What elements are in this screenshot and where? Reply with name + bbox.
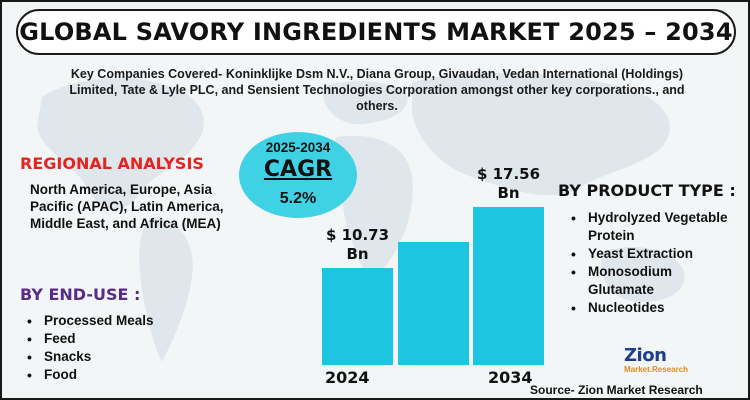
end-use-list: Processed Meals Feed Snacks Food: [22, 312, 212, 384]
logo-wordmark: Zion: [624, 345, 667, 366]
x-tick-label-2024: 2024: [325, 368, 370, 387]
cagr-label: CAGR: [263, 157, 333, 182]
list-item: Hydrolyzed Vegetable Protein: [566, 209, 741, 245]
list-item: Nucleotides: [566, 299, 741, 317]
product-type-list: Hydrolyzed Vegetable Protein Yeast Extra…: [566, 209, 741, 317]
bar-intermediate: [398, 242, 469, 365]
cagr-value: 5.2%: [279, 190, 317, 207]
list-item: Monosodium Glutamate: [566, 263, 741, 299]
list-item: Processed Meals: [22, 312, 212, 330]
page-title: GLOBAL SAVORY INGREDIENTS MARKET 2025 – …: [19, 18, 733, 46]
list-item: Snacks: [22, 348, 212, 366]
list-item: Yeast Extraction: [566, 245, 741, 263]
bar-2034: [473, 207, 544, 365]
cagr-badge: 2025-2034 CAGR 5.2%: [239, 132, 357, 218]
bar-2024: [322, 268, 393, 365]
regional-analysis-text: North America, Europe, Asia Pacific (APA…: [30, 182, 224, 231]
bar-value-label-2024: $ 10.73 Bn: [325, 226, 390, 263]
title-banner: GLOBAL SAVORY INGREDIENTS MARKET 2025 – …: [16, 9, 736, 55]
cagr-years: 2025-2034: [265, 140, 331, 155]
end-use-heading: BY END-USE :: [20, 285, 141, 304]
list-item: Food: [22, 366, 212, 384]
x-tick-label-2034: 2034: [488, 368, 533, 387]
bar-value-label-2034: $ 17.56 Bn: [476, 165, 541, 202]
logo-subtitle: Market.Research: [624, 365, 689, 374]
key-companies-text: Key Companies Covered- Koninklijke Dsm N…: [69, 67, 685, 113]
product-type-heading: BY PRODUCT TYPE :: [558, 181, 736, 200]
list-item: Feed: [22, 330, 212, 348]
regional-analysis-heading: REGIONAL ANALYSIS: [20, 154, 204, 173]
source-credit: Source- Zion Market Research: [530, 383, 703, 397]
zion-logo: Zion Market.Research: [624, 345, 694, 379]
